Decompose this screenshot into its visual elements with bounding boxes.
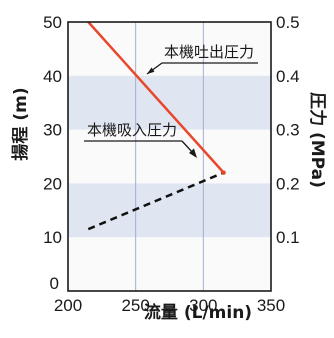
y2-tick-label: 0.2 (276, 174, 300, 193)
y-tick-label: 30 (43, 121, 62, 140)
x-tick-label: 300 (189, 296, 217, 315)
series-end-point (221, 170, 226, 175)
y-tick-label: 40 (43, 67, 62, 86)
plot-background (68, 22, 271, 291)
y-tick-label: 0 (50, 274, 59, 293)
y-tick-label: 10 (43, 228, 62, 247)
y2-axis-title: 圧力 (MPa) (307, 92, 328, 188)
grid-band (68, 183, 271, 238)
y2-tick-label: 0.3 (276, 121, 300, 140)
y-tick-label: 20 (43, 174, 62, 193)
annotation-suction: 本機吸入圧力 (87, 121, 177, 139)
y2-tick-label: 0.4 (276, 67, 300, 86)
x-tick-label: 250 (121, 296, 149, 315)
x-tick-label: 350 (257, 296, 285, 315)
y-axis-title: 揚程 (m) (11, 87, 31, 160)
x-tick-label: 200 (54, 296, 82, 315)
y2-tick-label: 0.1 (276, 228, 300, 247)
x-axis-title: 流量 (L/min) (144, 302, 252, 323)
series-layer (87, 21, 226, 231)
series-line-suction (87, 171, 225, 231)
annotation-discharge-arrowhead (147, 67, 155, 74)
series-line-discharge (87, 21, 225, 174)
annotation-discharge: 本機吐出圧力 (164, 43, 254, 61)
y-tick-label: 50 (43, 13, 62, 32)
annotation-suction-leader (181, 140, 194, 154)
grid-band (68, 75, 271, 130)
grid (68, 22, 271, 291)
plot-frame (67, 21, 272, 292)
annotation-suction-arrowhead (189, 148, 197, 158)
tick-labels: 200 250 300 350 0 10 20 30 40 50 0.1 0.2 0.3 0.4 0.5 (43, 13, 300, 315)
y2-tick-label: 0.5 (276, 13, 300, 32)
plot-area (68, 22, 271, 291)
axes (67, 21, 272, 292)
